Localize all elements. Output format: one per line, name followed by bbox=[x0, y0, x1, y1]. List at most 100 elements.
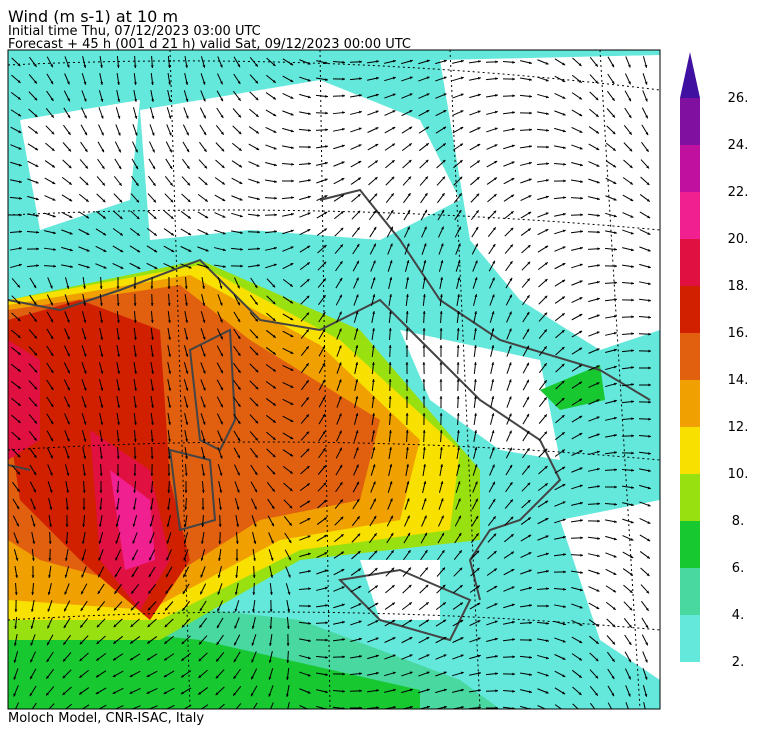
wind-arrow-head bbox=[221, 181, 225, 185]
wind-arrow-head bbox=[291, 162, 294, 166]
wind-arrow-head bbox=[154, 266, 158, 269]
wind-arrow-head bbox=[495, 655, 498, 658]
wind-arrow-head bbox=[85, 198, 89, 202]
wind-arrow-head bbox=[561, 449, 565, 453]
wind-arrow-head bbox=[562, 79, 566, 82]
wind-arrow-head bbox=[477, 602, 481, 606]
wind-arrow-head bbox=[288, 540, 292, 544]
wind-arrow-head bbox=[17, 351, 21, 355]
wind-arrow-head bbox=[493, 177, 497, 181]
wind-arrow-head bbox=[460, 93, 464, 97]
wind-arrow-head bbox=[409, 654, 413, 658]
wind-arrow-head bbox=[182, 607, 186, 611]
wind-arrow-head bbox=[443, 705, 447, 709]
wind-arrow-head bbox=[422, 379, 426, 382]
wind-arrow-head bbox=[66, 64, 70, 68]
wind-arrow-head bbox=[83, 286, 86, 289]
wind-arrow-head bbox=[611, 658, 615, 662]
wind-arrow-head bbox=[579, 113, 583, 117]
wind-arrow-head bbox=[240, 247, 243, 251]
wind-arrow-head bbox=[79, 658, 83, 662]
wind-arrow-head bbox=[405, 430, 409, 433]
wind-arrow-head bbox=[392, 654, 396, 658]
wind-arrow-head bbox=[546, 587, 549, 591]
wind-arrow-head bbox=[627, 693, 631, 697]
wind-arrow-head bbox=[103, 232, 107, 236]
wind-arrow-head bbox=[526, 328, 530, 332]
wind-arrow-head bbox=[460, 76, 464, 80]
wind-arrow-head bbox=[648, 417, 651, 421]
wind-arrow-head bbox=[237, 352, 241, 356]
wind-arrow-head bbox=[359, 706, 362, 709]
wind-arrow-head bbox=[83, 387, 87, 391]
wind-arrow-head bbox=[50, 369, 54, 373]
wind-arrow-head bbox=[48, 558, 52, 561]
wind-arrow-head bbox=[167, 456, 171, 459]
wind-arrow-head bbox=[562, 622, 566, 626]
wind-arrow-head bbox=[509, 294, 512, 298]
wind-arrow-head bbox=[79, 674, 83, 678]
wind-arrow-head bbox=[163, 674, 167, 678]
wind-arrow-head bbox=[562, 518, 566, 522]
wind-arrow-head bbox=[33, 489, 36, 493]
wind-arrow-head bbox=[268, 659, 272, 663]
wind-arrow-head bbox=[255, 335, 259, 339]
wind-arrow-head bbox=[286, 711, 289, 714]
wind-arrow-head bbox=[99, 303, 103, 306]
wind-arrow-head bbox=[544, 448, 548, 452]
wind-arrow-head bbox=[546, 112, 549, 116]
wind-arrow-head bbox=[473, 379, 477, 382]
wind-arrow-head bbox=[391, 160, 395, 163]
wind-arrow-head bbox=[544, 312, 548, 316]
wind-arrow bbox=[520, 705, 532, 709]
wind-arrow-head bbox=[355, 328, 359, 332]
wind-arrow-head bbox=[342, 638, 345, 642]
wind-arrow-head bbox=[185, 404, 189, 408]
wind-arrow-head bbox=[441, 226, 444, 230]
wind-arrow-head bbox=[168, 422, 171, 425]
wind-arrow-head bbox=[528, 195, 532, 198]
wind-arrow-head bbox=[389, 481, 393, 485]
wind-arrow-head bbox=[595, 710, 598, 713]
wind-arrow-head bbox=[388, 379, 392, 382]
wind-arrow-head bbox=[180, 691, 184, 695]
wind-arrow-head bbox=[100, 387, 104, 391]
wind-arrow-head bbox=[372, 311, 376, 314]
wind-arrow-head bbox=[561, 415, 565, 418]
wind-arrow-head bbox=[168, 98, 172, 102]
wind-arrow-head bbox=[372, 396, 375, 399]
wind-arrow-head bbox=[375, 93, 379, 97]
wind-arrow-head bbox=[202, 64, 206, 68]
wind-arrow-head bbox=[648, 366, 651, 370]
wind-arrow-head bbox=[373, 498, 376, 502]
wind-arrow-head bbox=[100, 82, 104, 85]
wind-arrow-head bbox=[457, 277, 461, 281]
wind-arrow-head bbox=[36, 247, 39, 251]
wind-arrow-head bbox=[579, 364, 583, 368]
wind-arrow-head bbox=[597, 485, 600, 488]
wind-arrow-head bbox=[307, 212, 311, 216]
wind-arrow-head bbox=[255, 386, 259, 390]
wind-arrow-head bbox=[215, 692, 219, 696]
wind-arrow-head bbox=[18, 113, 22, 117]
wind-arrow-head bbox=[137, 249, 141, 253]
wind-arrow-head bbox=[355, 430, 359, 434]
wind-arrow-head bbox=[630, 520, 634, 524]
wind-arrow-head bbox=[439, 311, 443, 314]
wind-arrow-head bbox=[34, 97, 38, 101]
wind-arrow-head bbox=[67, 115, 71, 119]
wind-arrow-head bbox=[630, 503, 634, 507]
wind-arrow-head bbox=[307, 690, 311, 694]
wind-arrow-head bbox=[168, 439, 171, 442]
wind-arrow-head bbox=[342, 60, 345, 64]
wind-arrow bbox=[114, 705, 124, 709]
wind-arrow-head bbox=[579, 280, 583, 284]
wind-arrow-head bbox=[475, 498, 478, 502]
wind-arrow-head bbox=[422, 447, 426, 450]
wind-arrow-head bbox=[440, 498, 444, 502]
wind-arrow-head bbox=[544, 279, 548, 282]
wind-arrow-head bbox=[474, 430, 478, 433]
wind-arrow-head bbox=[324, 211, 328, 215]
wind-arrow-head bbox=[117, 371, 121, 374]
wind-arrow-head bbox=[219, 507, 222, 510]
